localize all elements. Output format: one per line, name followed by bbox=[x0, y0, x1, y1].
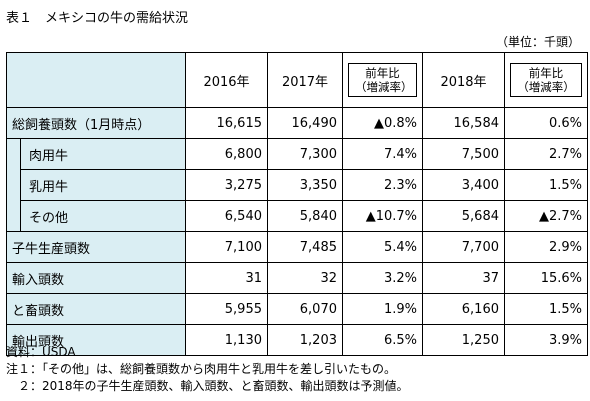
cell-2017: 32 bbox=[267, 262, 343, 294]
cell-2016: 16,615 bbox=[185, 107, 268, 139]
row-label: 肉用牛 bbox=[20, 138, 186, 170]
header-row: 2016年 2017年 前年比 （増減率） 2018年 前年比 （増減率） bbox=[6, 52, 588, 108]
cell-change-2018: 3.9% bbox=[504, 324, 588, 356]
cell-2018: 6,160 bbox=[422, 293, 505, 325]
footnote-1: 注１：「その他」は、総飼養頭数から肉用牛と乳用牛を差し引いたもの。 bbox=[6, 362, 397, 376]
cell-2017: 7,300 bbox=[267, 138, 343, 170]
cell-2018: 3,400 bbox=[422, 169, 505, 201]
header-2018: 2018年 bbox=[422, 52, 505, 108]
cell-2016: 7,100 bbox=[185, 231, 268, 263]
cell-2018: 16,584 bbox=[422, 107, 505, 139]
cell-2016: 5,955 bbox=[185, 293, 268, 325]
unit-label: （単位：千頭） bbox=[495, 35, 580, 49]
indent-cell bbox=[6, 169, 21, 201]
cell-2017: 7,485 bbox=[267, 231, 343, 263]
cell-change-2017: ▲10.7% bbox=[342, 200, 423, 232]
row-label: と畜頭数 bbox=[6, 293, 186, 325]
table-row: 乳用牛 3,275 3,350 2.3% 3,400 1.5% bbox=[6, 169, 588, 201]
cell-change-2017: 2.3% bbox=[342, 169, 423, 201]
cell-2016: 6,540 bbox=[185, 200, 268, 232]
supply-demand-table: 2016年 2017年 前年比 （増減率） 2018年 前年比 （増減率） 総飼… bbox=[6, 52, 588, 356]
cell-2017: 1,203 bbox=[267, 324, 343, 356]
table-notes: 資料：USDA 注１：「その他」は、総飼養頭数から肉用牛と乳用牛を差し引いたもの… bbox=[6, 344, 409, 395]
row-label: 総飼養頭数（1月時点） bbox=[6, 107, 186, 139]
cell-2016: 6,800 bbox=[185, 138, 268, 170]
cell-change-2018: ▲2.7% bbox=[504, 200, 588, 232]
cell-change-2018: 1.5% bbox=[504, 293, 588, 325]
cell-2017: 16,490 bbox=[267, 107, 343, 139]
source-note: 資料：USDA bbox=[6, 345, 76, 359]
change-header-line2: （増減率） bbox=[355, 80, 413, 94]
cell-2017: 5,840 bbox=[267, 200, 343, 232]
row-label: 子牛生産頭数 bbox=[6, 231, 186, 263]
indent-cell bbox=[6, 138, 21, 170]
cell-2017: 6,070 bbox=[267, 293, 343, 325]
change-header-box: 前年比 （増減率） bbox=[348, 63, 417, 97]
cell-2018: 5,684 bbox=[422, 200, 505, 232]
table-row: 肉用牛 6,800 7,300 7.4% 7,500 2.7% bbox=[6, 138, 588, 170]
row-label: その他 bbox=[20, 200, 186, 232]
change-header-line2: （増減率） bbox=[517, 80, 575, 94]
indent-cell bbox=[6, 200, 21, 232]
cell-change-2017: 7.4% bbox=[342, 138, 423, 170]
header-change-2018: 前年比 （増減率） bbox=[504, 52, 588, 108]
cell-change-2018: 0.6% bbox=[504, 107, 588, 139]
cell-2017: 3,350 bbox=[267, 169, 343, 201]
header-change-2017: 前年比 （増減率） bbox=[342, 52, 423, 108]
header-corner bbox=[6, 52, 186, 108]
change-header-line1: 前年比 bbox=[528, 66, 564, 80]
change-header-box: 前年比 （増減率） bbox=[510, 63, 582, 97]
row-label: 輸出頭数 bbox=[6, 324, 186, 356]
cell-change-2018: 2.9% bbox=[504, 231, 588, 263]
table-row: 輸入頭数 31 32 3.2% 37 15.6% bbox=[6, 262, 588, 294]
cell-change-2017: 5.4% bbox=[342, 231, 423, 263]
cell-change-2018: 15.6% bbox=[504, 262, 588, 294]
cell-2016: 3,275 bbox=[185, 169, 268, 201]
cell-change-2018: 1.5% bbox=[504, 169, 588, 201]
cell-change-2017: 1.9% bbox=[342, 293, 423, 325]
table-row: その他 6,540 5,840 ▲10.7% 5,684 ▲2.7% bbox=[6, 200, 588, 232]
row-label: 輸入頭数 bbox=[6, 262, 186, 294]
cell-2018: 7,500 bbox=[422, 138, 505, 170]
cell-2018: 37 bbox=[422, 262, 505, 294]
row-label: 乳用牛 bbox=[20, 169, 186, 201]
table-title: 表１ メキシコの牛の需給状況 bbox=[6, 11, 189, 26]
header-2016: 2016年 bbox=[185, 52, 268, 108]
cell-change-2017: ▲0.8% bbox=[342, 107, 423, 139]
footnote-2: ２：2018年の子牛生産頭数、輸入頭数、と畜頭数、輸出頭数は予測値。 bbox=[6, 379, 409, 393]
cell-change-2017: 3.2% bbox=[342, 262, 423, 294]
cell-2018: 1,250 bbox=[422, 324, 505, 356]
table-row: と畜頭数 5,955 6,070 1.9% 6,160 1.5% bbox=[6, 293, 588, 325]
change-header-line1: 前年比 bbox=[365, 66, 400, 80]
table-row: 総飼養頭数（1月時点） 16,615 16,490 ▲0.8% 16,584 0… bbox=[6, 107, 588, 139]
cell-change-2018: 2.7% bbox=[504, 138, 588, 170]
header-2017: 2017年 bbox=[267, 52, 343, 108]
cell-2016: 31 bbox=[185, 262, 268, 294]
cell-2018: 7,700 bbox=[422, 231, 505, 263]
table-row: 輸出頭数 1,130 1,203 6.5% 1,250 3.9% bbox=[6, 324, 588, 356]
table-row: 子牛生産頭数 7,100 7,485 5.4% 7,700 2.9% bbox=[6, 231, 588, 263]
